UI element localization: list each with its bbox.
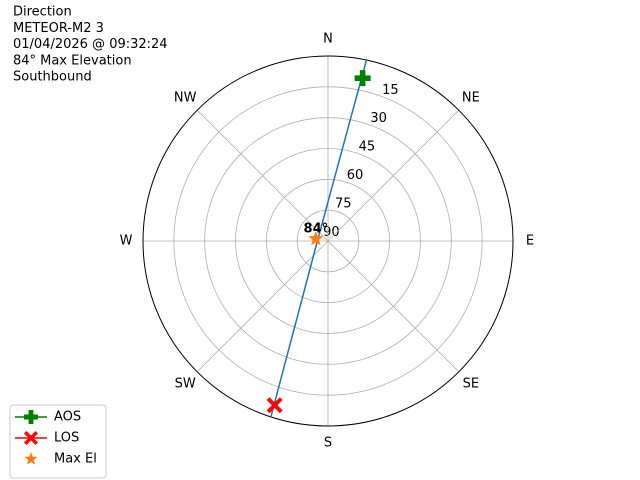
- theta-tick-label: S: [324, 436, 332, 451]
- r-tick-label: 30: [370, 111, 387, 126]
- marker: [354, 70, 371, 87]
- title-line: Direction: [13, 5, 72, 20]
- title-line: METEOR-M2 3: [13, 21, 104, 36]
- r-tick-label: 60: [347, 168, 364, 183]
- theta-tick-label: W: [120, 234, 133, 249]
- legend-label: AOS: [54, 410, 81, 425]
- grid-spoke: [327, 109, 460, 242]
- title-line: 01/04/2026 @ 09:32:24: [13, 37, 168, 52]
- theta-tick-label: SE: [463, 376, 479, 391]
- theta-tick-label: NE: [462, 91, 480, 106]
- theta-tick-label: N: [323, 32, 333, 47]
- r-tick-label: 75: [335, 197, 352, 212]
- legend-marker: [24, 431, 38, 445]
- r-tick-label: 90: [323, 225, 340, 240]
- grid-spoke: [327, 240, 460, 373]
- theta-tick-label: E: [526, 234, 534, 249]
- marker: [308, 230, 324, 246]
- marker: [266, 397, 283, 414]
- legend-marker: [24, 410, 38, 424]
- legend-label: Max El: [54, 452, 97, 467]
- legend-box: [9, 404, 107, 479]
- grid-spoke: [196, 240, 329, 373]
- polar-frame: [142, 55, 514, 427]
- theta-tick-label: SW: [175, 376, 196, 391]
- title-line: Southbound: [13, 70, 92, 85]
- title-line: 84° Max Elevation: [13, 53, 132, 68]
- r-tick-label: 45: [359, 140, 376, 155]
- grid-spoke: [196, 109, 329, 242]
- legend-label: LOS: [54, 431, 79, 446]
- r-tick-label: 15: [382, 83, 399, 98]
- theta-tick-label: NW: [174, 91, 197, 106]
- legend-marker: [24, 452, 38, 465]
- annotation: 84°: [304, 221, 329, 236]
